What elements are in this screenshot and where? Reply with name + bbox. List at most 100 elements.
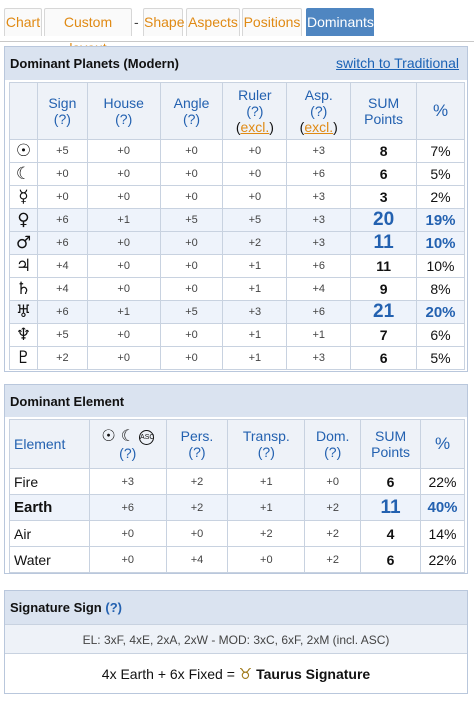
sign-points: +4 (36, 277, 88, 301)
signature-summary: EL: 3xF, 4xE, 2xA, 2xW - MOD: 3xC, 6xF, … (5, 624, 467, 654)
sign-help-link[interactable]: (?) (53, 111, 71, 127)
pers-help-link[interactable]: (?) (188, 444, 206, 460)
signature-formula: 4x Earth + 6x Fixed = (101, 666, 235, 682)
uranus-icon: ♅ (9, 300, 38, 324)
asp-col-header: Asp. (?) (excl.) (286, 82, 352, 140)
moon-icon: ☾ (9, 162, 38, 186)
dom-points: +2 (304, 494, 362, 521)
asp-help-link[interactable]: (?) (310, 103, 328, 119)
dom-points: +0 (304, 468, 362, 495)
mars-icon: ♂ (9, 231, 38, 255)
element-row: Earth +6 +2 +1 +2 11 40% (9, 494, 465, 521)
element-header-row: Element ☉ ☾ ASC (?) Pers. (?) Transp. (?) … (9, 419, 465, 469)
percent: 2% (416, 185, 465, 209)
planet-row: ♆ +5 +0 +0 +1 +1 7 6% (9, 323, 465, 347)
sum-points: 7 (350, 323, 418, 347)
neptune-icon: ♆ (9, 323, 38, 347)
dom-points: +2 (304, 546, 362, 573)
signature-sign-title: Signature Sign (?) (10, 600, 122, 615)
element-percent: 40% (420, 494, 465, 521)
asp-points: +3 (286, 139, 352, 163)
element-row: Fire +3 +2 +1 +0 6 22% (9, 468, 465, 495)
pers-points: +4 (165, 546, 229, 573)
asp-points: +6 (286, 162, 352, 186)
lights-points: +0 (88, 546, 167, 573)
sum-points: 20 (350, 208, 418, 232)
asp-points: +6 (286, 254, 352, 278)
planets-header-row: Sign (?) House (?) Angle (?) Ruler (?) (excl.… (9, 82, 465, 140)
planet-row: ♅ +6 +1 +5 +3 +6 21 20% (9, 300, 465, 324)
planet-col-header (9, 82, 38, 140)
dominant-element-panel: Dominant Element Element ☉ ☾ ASC (?) Per… (4, 384, 468, 574)
percent-col-header: % (416, 82, 465, 140)
sum-points: 6 (350, 162, 418, 186)
angle-help-link[interactable]: (?) (182, 111, 201, 127)
element-label: Water (9, 546, 90, 573)
house-points: +1 (86, 300, 161, 324)
element-percent: 14% (420, 520, 465, 547)
element-label: Earth (9, 494, 90, 521)
element-row: Water +0 +4 +0 +2 6 22% (9, 546, 465, 573)
house-points: +0 (86, 254, 161, 278)
saturn-icon: ♄ (9, 277, 38, 301)
pers-points: +2 (165, 468, 229, 495)
signature-help-link[interactable]: (?) (105, 600, 122, 615)
element-sum-points: 11 (360, 494, 422, 521)
planet-row: ☿ +0 +0 +0 +0 +3 3 2% (9, 185, 465, 209)
sum-points: 11 (350, 231, 418, 255)
angle-points: +0 (159, 139, 224, 163)
pers-points: +0 (165, 520, 229, 547)
sign-points: +4 (36, 254, 88, 278)
sign-points: +6 (36, 300, 88, 324)
signature-result: 4x Earth + 6x Fixed = ♉ Taurus Signature (5, 659, 467, 689)
house-points: +0 (86, 162, 161, 186)
percent: 6% (416, 323, 465, 347)
house-col-header: House (?) (86, 82, 161, 140)
ruler-points: +1 (222, 277, 288, 301)
signature-sign-name: Taurus Signature (256, 666, 371, 682)
planet-row: ♃ +4 +0 +0 +1 +6 11 10% (9, 254, 465, 278)
lights-points: +3 (88, 468, 167, 495)
dom-help-link[interactable]: (?) (324, 444, 342, 460)
percent: 8% (416, 277, 465, 301)
dominant-planets-table: Sign (?) House (?) Angle (?) Ruler (?) (excl.… (9, 82, 465, 370)
house-help-link[interactable]: (?) (115, 111, 133, 127)
asp-excl-link[interactable]: excl. (304, 119, 334, 135)
dominant-planets-title: Dominant Planets (Modern) (10, 56, 180, 71)
tab-chart[interactable]: Chart (4, 8, 42, 36)
dominant-element-title: Dominant Element (10, 394, 125, 409)
house-points: +0 (86, 323, 161, 347)
asc-badge-icon: ASC (139, 429, 154, 445)
house-points: +0 (86, 346, 161, 370)
transp-help-link[interactable]: (?) (257, 444, 275, 460)
sum-points: 8 (350, 139, 418, 163)
asp-points: +4 (286, 277, 352, 301)
angle-points: +0 (159, 185, 224, 209)
transp-points: +0 (227, 546, 306, 573)
sum-points: 11 (350, 254, 418, 278)
ruler-points: +5 (222, 208, 288, 232)
dom-points: +2 (304, 520, 362, 547)
sum-points: 6 (350, 346, 418, 370)
lights-help-link[interactable]: (?) (119, 444, 137, 461)
sum-points: 3 (350, 185, 418, 209)
element-percent: 22% (420, 468, 465, 495)
tab-shape[interactable]: Shape (143, 8, 184, 36)
sign-col-header: Sign (?) (36, 82, 88, 140)
ruler-help-link[interactable]: (?) (246, 103, 264, 119)
asp-points: +3 (286, 346, 352, 370)
ruler-points: +1 (222, 346, 288, 370)
planet-row: ♄ +4 +0 +0 +1 +4 9 8% (9, 277, 465, 301)
tab-dominants[interactable]: Dominants (306, 8, 374, 36)
planet-row: ☉ +5 +0 +0 +0 +3 8 7% (9, 139, 465, 163)
tab-aspects[interactable]: Aspects (186, 8, 240, 36)
tab-custom-layout[interactable]: Custom layout (44, 8, 132, 56)
transp-col-header: Transp. (?) (227, 419, 306, 469)
sign-points: +5 (36, 323, 88, 347)
switch-traditional-link[interactable]: switch to Traditional (336, 55, 459, 71)
sign-points: +0 (36, 185, 88, 209)
ruler-excl-link[interactable]: excl. (240, 119, 270, 135)
planet-row: ♂ +6 +0 +0 +2 +3 11 10% (9, 231, 465, 255)
tab-positions[interactable]: Positions (242, 8, 302, 36)
sum-points: 21 (350, 300, 418, 324)
